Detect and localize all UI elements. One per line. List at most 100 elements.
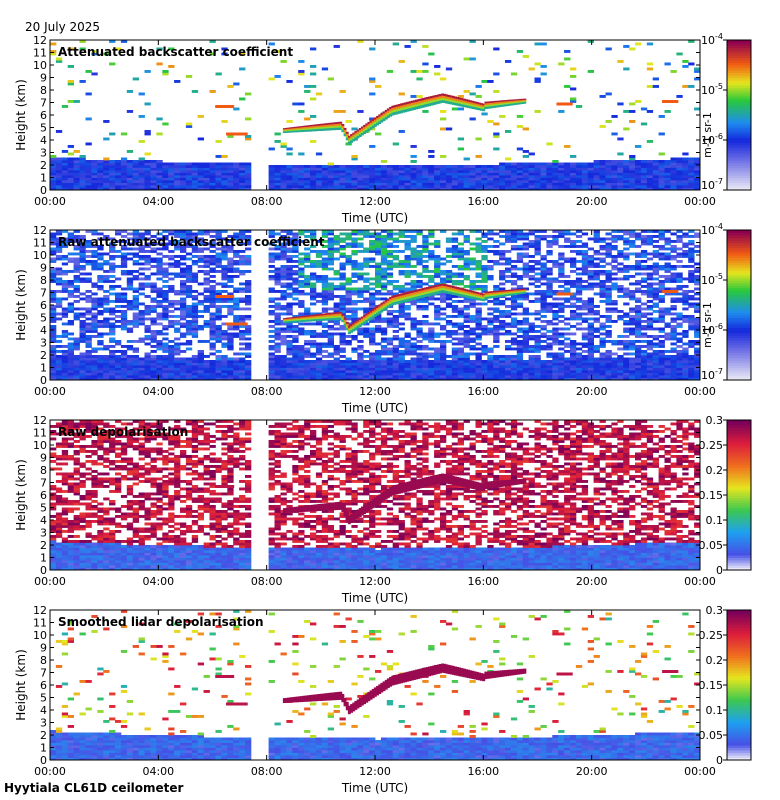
colorbar-step	[727, 55, 751, 59]
y-tick-label: 11	[33, 47, 47, 60]
colorbar-step	[727, 690, 751, 694]
colorbar-step	[727, 370, 751, 374]
colorbar-step	[727, 687, 751, 691]
thin-layer	[215, 105, 235, 108]
colorbar-step	[727, 612, 751, 616]
colorbar-step	[727, 645, 751, 649]
colorbar-step	[727, 505, 751, 509]
colorbar-step	[727, 307, 751, 311]
colorbar-step	[727, 665, 751, 669]
colorbar-step	[727, 667, 751, 671]
colorbar-step	[727, 105, 751, 109]
colorbar-step	[727, 557, 751, 561]
colorbar-step	[727, 167, 751, 171]
colorbar-step	[727, 515, 751, 519]
colorbar-step	[727, 755, 751, 759]
colorbar-step	[727, 625, 751, 629]
colorbar-step	[727, 75, 751, 79]
colorbar-step	[727, 502, 751, 506]
colorbar-step	[727, 647, 751, 651]
colorbar-step	[727, 240, 751, 244]
thin-layer	[662, 100, 679, 103]
y-axis-label: Height (km)	[14, 459, 28, 530]
colorbar-step	[727, 537, 751, 541]
colorbar-step	[727, 527, 751, 531]
colorbar-step	[727, 500, 751, 504]
colorbar-step	[727, 472, 751, 476]
instrument-caption: Hyytiala CL61D ceilometer	[4, 781, 184, 795]
colorbar-step	[727, 147, 751, 151]
colorbar-step	[727, 697, 751, 701]
colorbar-step	[727, 50, 751, 54]
colorbar-step	[727, 632, 751, 636]
y-tick-label: 7	[40, 287, 47, 300]
colorbar-tick-label: 10-7	[701, 367, 723, 382]
colorbar-step	[727, 692, 751, 696]
colorbar-step	[727, 40, 751, 44]
colorbar-step	[727, 725, 751, 729]
colorbar-step	[727, 135, 751, 139]
x-axis-label: Time (UTC)	[341, 781, 408, 795]
colorbar-step	[727, 737, 751, 741]
colorbar-step	[727, 260, 751, 264]
colorbar: 0 0.05 0.1 0.15 0.2 0.25 0.3	[699, 414, 752, 577]
colorbar-step	[727, 65, 751, 69]
colorbar-step	[727, 462, 751, 466]
colorbar-step	[727, 372, 751, 376]
colorbar-step	[727, 165, 751, 169]
colorbar-step	[727, 650, 751, 654]
colorbar-step	[727, 52, 751, 56]
x-tick-label: 08:00	[251, 575, 283, 588]
y-tick-label: 1	[40, 552, 47, 565]
thin-layer	[662, 670, 679, 673]
colorbar-tick-label: 10-6	[701, 132, 723, 147]
colorbar-step	[727, 617, 751, 621]
colorbar-step	[727, 257, 751, 261]
colorbar-step	[727, 247, 751, 251]
colorbar-step	[727, 312, 751, 316]
colorbar-step	[727, 327, 751, 331]
y-tick-label: 11	[33, 237, 47, 250]
y-tick-label: 2	[40, 159, 47, 172]
y-tick-label: 10	[33, 249, 47, 262]
colorbar-step	[727, 180, 751, 184]
colorbar-step	[727, 345, 751, 349]
colorbar-step	[727, 107, 751, 111]
colorbar-step	[727, 555, 751, 559]
colorbar-step	[727, 70, 751, 74]
thin-layer	[662, 480, 679, 483]
thin-layer	[226, 132, 248, 136]
colorbar-tick-label: 0.3	[706, 604, 724, 617]
colorbar-step	[727, 157, 751, 161]
colorbar-step	[727, 745, 751, 749]
colorbar-step	[727, 182, 751, 186]
colorbar-step	[727, 510, 751, 514]
thin-layer	[556, 102, 573, 106]
colorbar-step	[727, 475, 751, 479]
colorbar-step	[727, 57, 751, 61]
y-tick-label: 10	[33, 59, 47, 72]
colorbar-tick-label: 0.1	[706, 704, 724, 717]
colorbar-step	[727, 545, 751, 549]
x-tick-label: 00:00	[684, 195, 716, 208]
x-tick-label: 20:00	[576, 765, 608, 778]
data-gap	[253, 40, 267, 190]
y-tick-label: 0	[40, 374, 47, 387]
colorbar-step	[727, 677, 751, 681]
colorbar-step	[727, 430, 751, 434]
y-tick-label: 8	[40, 274, 47, 287]
y-tick-label: 9	[40, 262, 47, 275]
colorbar-step	[727, 237, 751, 241]
panel-title: Raw depolarisation	[58, 425, 188, 439]
colorbar-step	[727, 45, 751, 49]
y-tick-label: 0	[40, 184, 47, 197]
colorbar-step	[727, 355, 751, 359]
heatmap-field	[50, 610, 701, 761]
colorbar-step	[727, 130, 751, 134]
colorbar-step	[727, 437, 751, 441]
colorbar-step	[727, 635, 751, 639]
colorbar-step	[727, 160, 751, 164]
y-tick-label: 7	[40, 97, 47, 110]
